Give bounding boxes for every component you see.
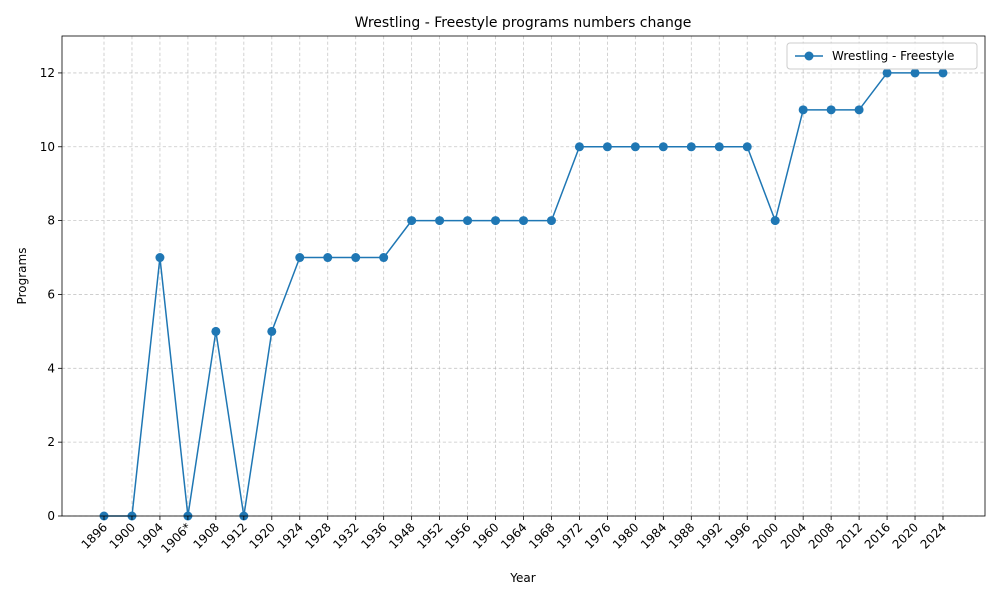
data-point [826, 105, 836, 115]
data-point [323, 253, 333, 263]
data-point [519, 216, 528, 226]
y-tick-label: 6 [47, 287, 55, 301]
legend-label: Wrestling - Freestyle [832, 49, 954, 63]
legend-swatch-marker [804, 51, 814, 61]
data-point [407, 216, 417, 226]
legend: Wrestling - Freestyle [786, 42, 978, 70]
y-tick-label: 10 [40, 140, 55, 154]
y-tick-label: 8 [47, 214, 55, 228]
data-point [910, 68, 920, 78]
data-point [938, 68, 948, 78]
legend-box [786, 42, 978, 70]
y-tick-label: 2 [47, 435, 55, 449]
data-point [463, 216, 473, 226]
y-tick-label: 4 [47, 361, 55, 375]
chart-title: Wrestling - Freestyle programs numbers c… [355, 15, 692, 31]
data-point [770, 216, 780, 226]
data-point [435, 216, 445, 226]
data-point [491, 216, 501, 226]
data-point [882, 68, 892, 78]
x-axis-label: Year [509, 571, 535, 585]
data-point [798, 105, 808, 115]
y-tick-label: 0 [47, 509, 55, 523]
data-point [714, 142, 724, 152]
grid [62, 36, 985, 517]
data-point [211, 326, 221, 336]
y-axis: 0 2 4 6 8 10 12 [40, 66, 62, 523]
data-point [351, 253, 361, 263]
y-axis-label: Programs [15, 248, 29, 305]
y-tick-label: 12 [40, 66, 55, 80]
data-point [658, 142, 668, 152]
data-point [379, 253, 389, 263]
data-point [295, 253, 305, 263]
data-point [854, 105, 864, 115]
data-point [742, 142, 752, 152]
data-point [602, 142, 612, 152]
data-point [686, 142, 696, 152]
data-point [267, 326, 277, 336]
data-point [546, 216, 556, 226]
data-point [574, 142, 584, 152]
series-layer [99, 68, 948, 521]
data-point [155, 253, 165, 263]
data-point [630, 142, 640, 152]
